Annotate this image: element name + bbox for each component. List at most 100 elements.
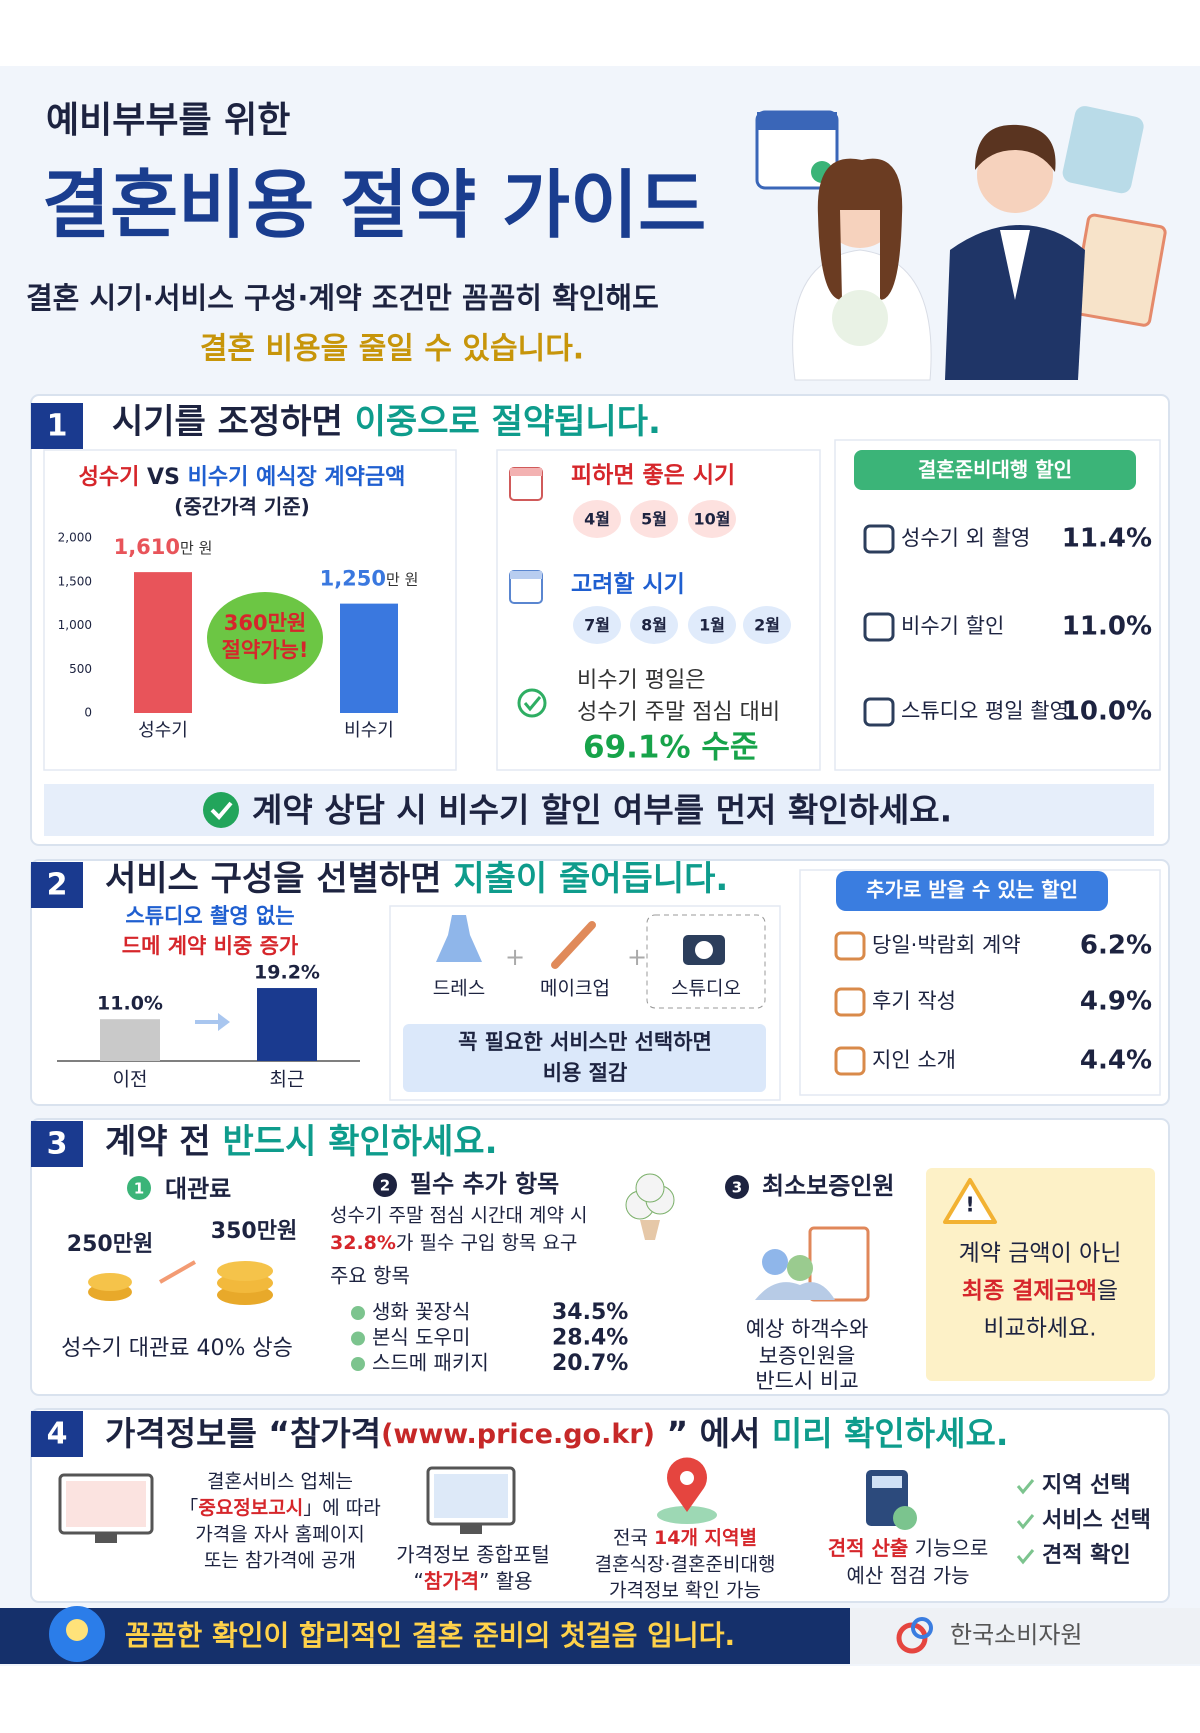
y-tick-label: 2,000 xyxy=(58,531,92,545)
section-badge xyxy=(31,403,83,449)
step-check xyxy=(1016,1479,1035,1495)
chart-caption: 스튜디오 촬영 없는 xyxy=(125,904,294,928)
discount-label: 후기 작성 xyxy=(872,989,956,1013)
item-label: 생화 꽃장식 xyxy=(372,1300,470,1324)
discount-list: 당일·박람회 계약 6.2% 후기 작성 4.9% 지인 소개 4.4% xyxy=(834,931,1152,1076)
people-icon xyxy=(755,1226,870,1302)
arrow xyxy=(159,1260,196,1284)
monitor-icon xyxy=(58,1473,154,1543)
month-label: 2월 xyxy=(754,616,780,635)
item-highlight: 견적 산출 xyxy=(828,1536,909,1560)
callout-text: 360만원 xyxy=(224,611,306,635)
month-label: 10월 xyxy=(694,510,731,529)
bullet xyxy=(351,1306,365,1320)
title-highlight: 이중으로 절약됩니다. xyxy=(355,402,661,442)
discount-label: 당일·박람회 계약 xyxy=(872,933,1021,957)
discount-icon xyxy=(863,612,895,642)
section-3 xyxy=(30,1118,1170,1396)
monitor-icon xyxy=(426,1466,516,1534)
section-title: 서비스 구성을 선별하면 지출이 줄어듭니다. xyxy=(105,859,728,899)
step-label: 견적 확인 xyxy=(1042,1543,1131,1568)
consider-label: 고려할 시기 xyxy=(571,572,685,598)
subtitle: 결혼 시기·서비스 구성·계약 조건만 꼼꼼히 확인해도 xyxy=(26,281,659,315)
section-title: 시기를 조정하면 이중으로 절약됩니다. xyxy=(112,402,661,442)
item-text: 가격을 자사 홈페이지 xyxy=(195,1524,364,1546)
x-tick-label: 이전 xyxy=(113,1069,148,1091)
extras-text: 32.8%가 필수 구입 항목 요구 xyxy=(330,1232,577,1254)
warning-text: 계약 금액이 아닌 xyxy=(959,1241,1122,1267)
month-pill xyxy=(630,606,678,644)
value-label: 11.0% xyxy=(97,993,163,1015)
item-text: ” 활용 xyxy=(479,1569,533,1593)
guests-caption: 예상 하객수와 xyxy=(746,1317,869,1341)
discount-label: 성수기 외 촬영 xyxy=(901,526,1030,550)
section-badge xyxy=(31,862,83,908)
item-text: 」에 따라 xyxy=(303,1497,380,1519)
note-highlight: 69.1% 수준 xyxy=(583,730,758,766)
extras-list: 생화 꽃장식 34.5% 본식 도우미 28.4% 스드메 패키지 20.7% xyxy=(351,1300,628,1376)
service-label: 스튜디오 xyxy=(671,978,741,1000)
footer-org-area xyxy=(850,1608,1200,1664)
check-icon xyxy=(203,792,239,828)
extras-text: 성수기 주말 점심 시간대 계약 시 xyxy=(330,1205,587,1227)
discount-label: 비수기 할인 xyxy=(901,614,1004,638)
num-circle xyxy=(373,1173,397,1197)
section-number: 2 xyxy=(47,868,68,903)
value-label: 19.2% xyxy=(254,962,320,984)
item-text: 예산 점검 가능 xyxy=(846,1564,969,1588)
item-label: 스드메 패키지 xyxy=(372,1351,489,1375)
item-text: 결혼서비스 업체는 xyxy=(207,1471,353,1493)
chart-subtitle: (중간가격 기준) xyxy=(174,495,310,519)
svg-text:!: ! xyxy=(965,1193,974,1217)
chart-title-c: 비수기 예식장 계약금액 xyxy=(188,465,406,490)
guests-caption: 반드시 비교 xyxy=(755,1369,858,1393)
x-tick-label: 최근 xyxy=(270,1069,305,1091)
month-label: 5월 xyxy=(641,510,667,529)
footer-bar xyxy=(0,1608,850,1664)
item-text: 전국 14개 지역별 xyxy=(613,1527,757,1549)
warning-text: 을 xyxy=(1097,1278,1118,1304)
calendar-icon xyxy=(509,467,543,501)
x-tick-label: 성수기 xyxy=(138,720,188,741)
title-text: 가격정보를 “참가격 xyxy=(105,1414,381,1453)
bar xyxy=(257,988,317,1061)
check-icon xyxy=(517,688,547,718)
discount-value: 11.4% xyxy=(1062,524,1152,554)
extras-pct: 32.8% xyxy=(330,1232,396,1254)
chart-2: 11.0% 이전 19.2% 최근 xyxy=(97,962,320,1091)
plus: + xyxy=(627,943,647,971)
chart-caption: 드메 계약 비중 증가 xyxy=(122,934,299,958)
arrow xyxy=(195,1013,230,1031)
step-label: 지역 선택 xyxy=(1042,1473,1131,1498)
illustration xyxy=(755,106,1167,381)
discount-icon xyxy=(863,697,895,727)
discount-label: 스튜디오 평일 촬영 xyxy=(901,699,1069,723)
warning-highlight: 최종 결제금액 xyxy=(962,1278,1097,1304)
service-note xyxy=(403,1024,766,1092)
item-label: 본식 도우미 xyxy=(372,1325,470,1349)
item-text: “참가격” 활용 xyxy=(413,1569,532,1593)
callout-text: 절약가능! xyxy=(222,638,309,662)
section-title: 계약 전 반드시 확인하세요. xyxy=(105,1122,498,1162)
title-highlight: 반드시 확인하세요. xyxy=(223,1122,498,1162)
discount-badge xyxy=(854,450,1136,490)
makeup-icon xyxy=(551,921,596,969)
y-tick-label: 1,000 xyxy=(58,618,92,632)
warning-text: 비교하세요. xyxy=(983,1316,1096,1342)
section-title: 가격정보를 “참가격(www.price.go.kr) ” 에서 미리 확인하세… xyxy=(105,1414,1008,1453)
service-label: 메이크업 xyxy=(540,978,610,1000)
section-badge xyxy=(31,1121,83,1167)
list-title: 주요 항목 xyxy=(330,1264,410,1288)
service-note-text: 꼭 필요한 서비스만 선택하면 xyxy=(458,1030,712,1054)
month-label: 4월 xyxy=(584,510,610,529)
month-pill xyxy=(743,606,791,644)
discount-value: 4.9% xyxy=(1080,987,1152,1017)
value-label-number: 1,610 xyxy=(114,535,180,559)
item-highlight: 14개 지역별 xyxy=(654,1527,757,1549)
bullet xyxy=(351,1357,365,1371)
month-pill xyxy=(573,500,621,538)
section-4 xyxy=(30,1408,1170,1603)
bullet xyxy=(351,1331,365,1346)
calculator-icon xyxy=(866,1470,917,1530)
